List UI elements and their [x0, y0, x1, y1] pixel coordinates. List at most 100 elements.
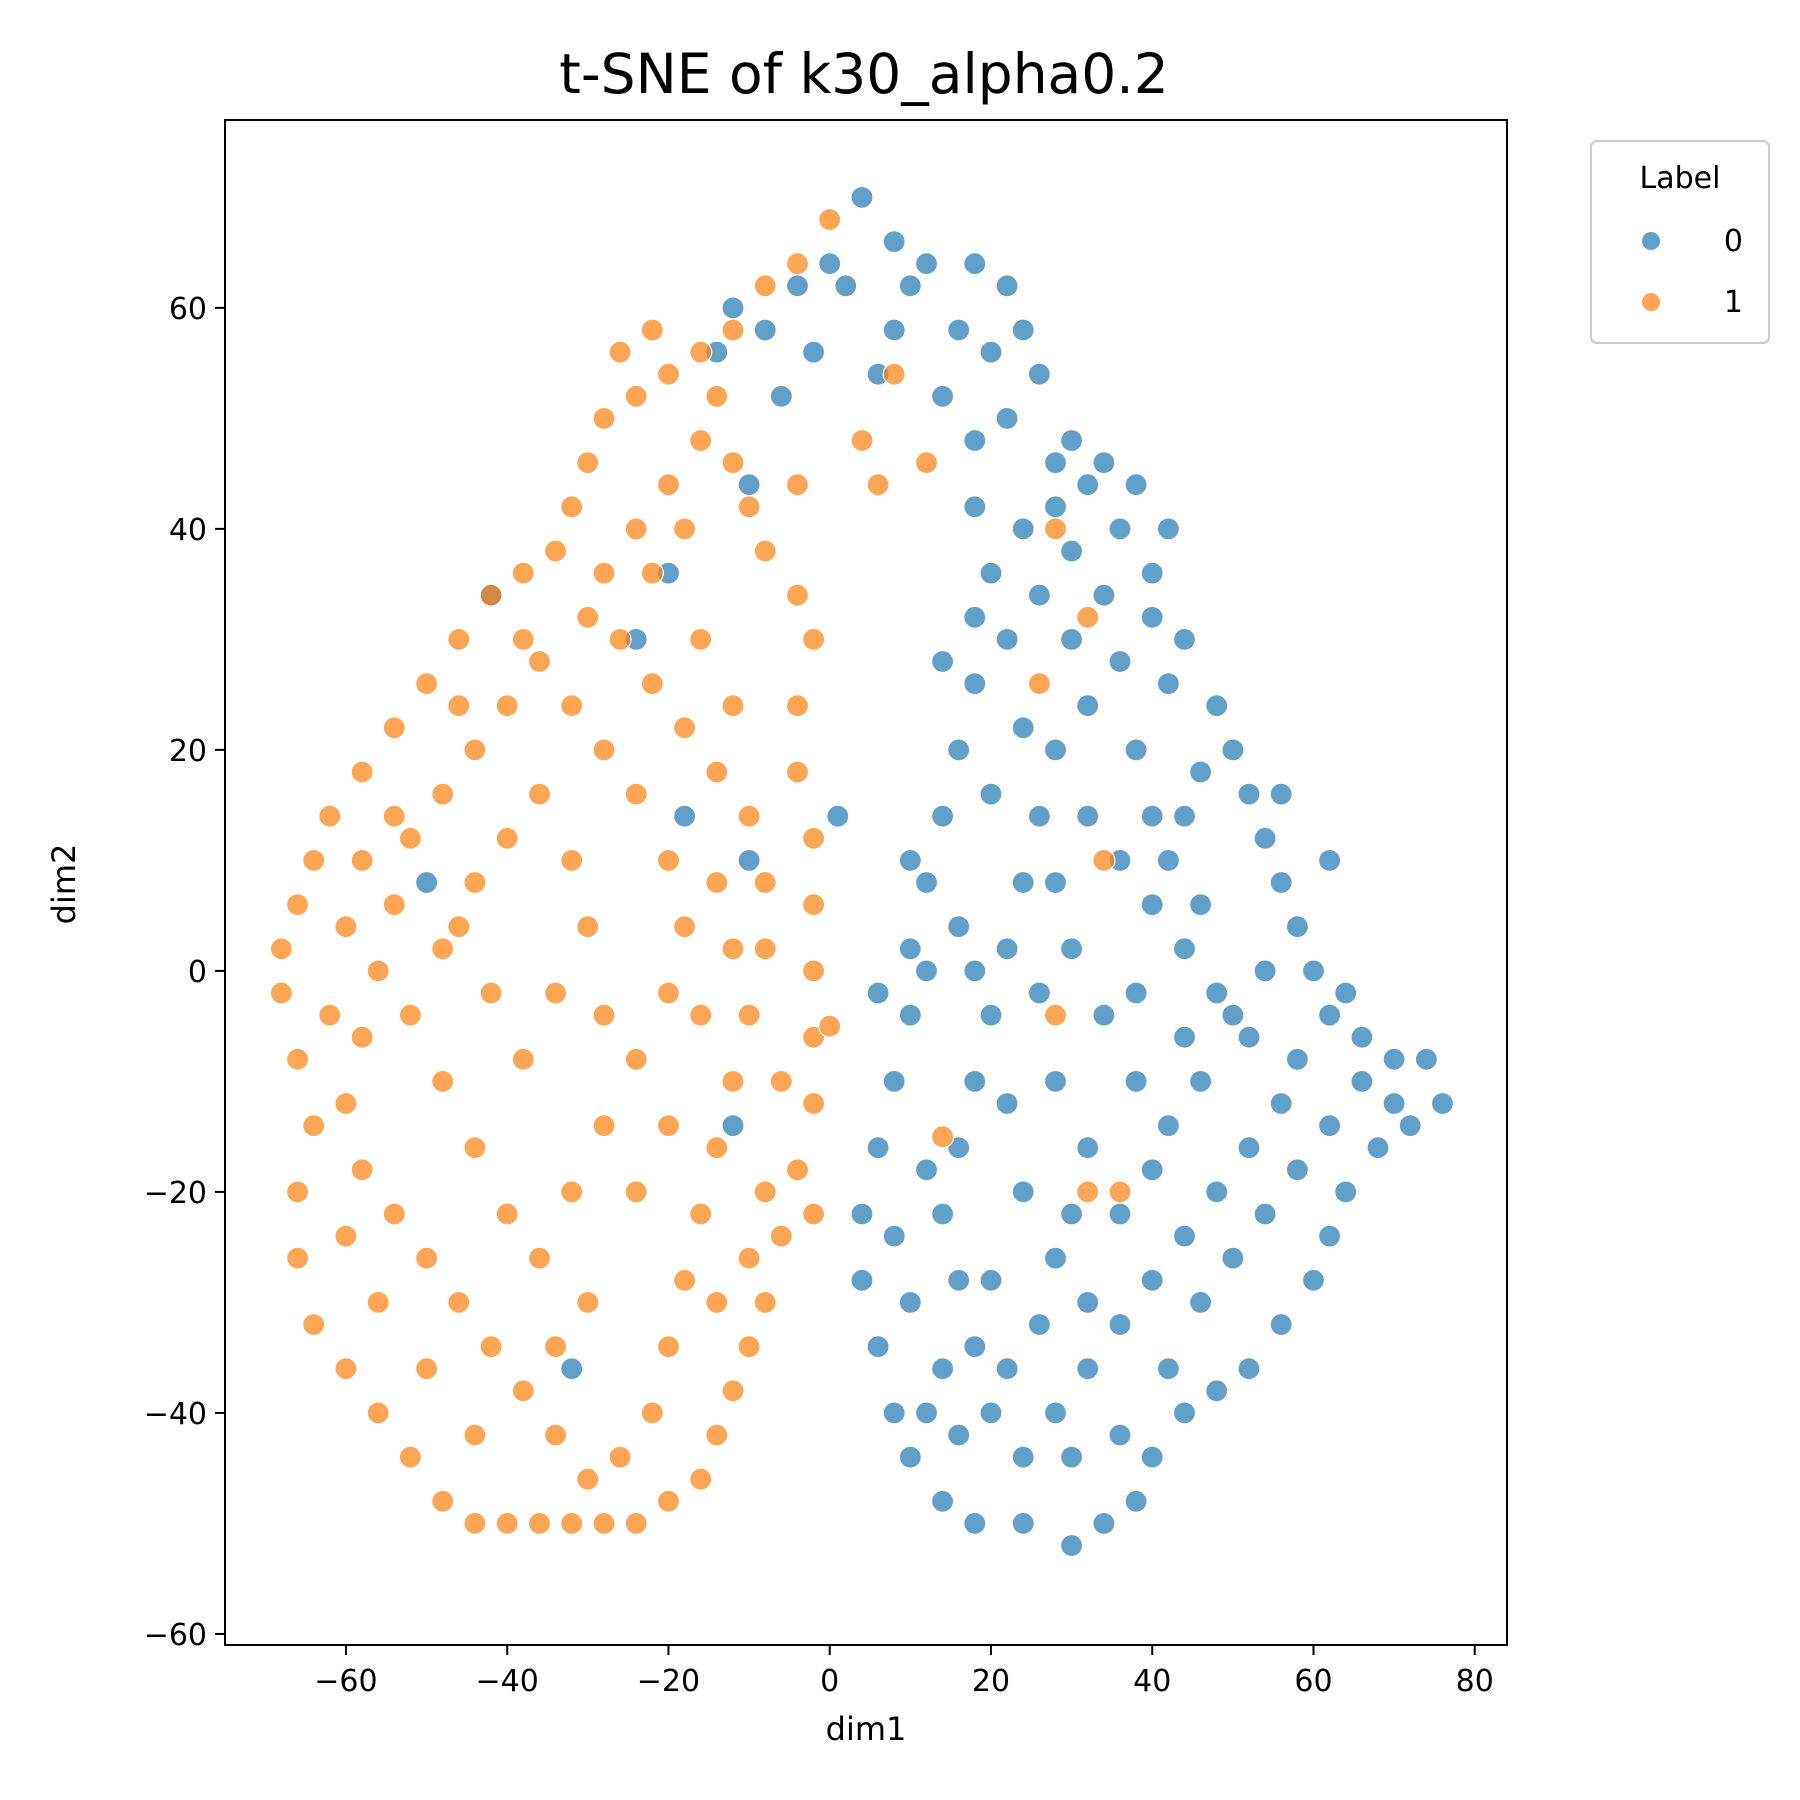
point-label-1-46 [801, 1025, 826, 1049]
point-label-0-98 [1043, 870, 1068, 895]
point-label-0-31 [850, 1268, 874, 1292]
point-label-1-24 [286, 1180, 310, 1204]
point-label-1-64 [705, 760, 729, 784]
point-label-1-142 [640, 561, 664, 585]
point-label-1-101 [560, 1180, 584, 1204]
point-label-1-52 [801, 627, 826, 652]
point-label-1-61 [608, 627, 632, 652]
point-label-1-158 [1043, 1003, 1068, 1027]
point-label-0-29 [866, 1136, 890, 1160]
y-tick-label: 20 [169, 734, 207, 769]
point-label-1-19 [286, 892, 310, 917]
point-label-0-129 [963, 959, 987, 983]
point-label-1-140 [511, 627, 535, 652]
point-label-1-75 [608, 1445, 632, 1469]
point-label-0-106 [1188, 892, 1213, 917]
point-label-1-14 [415, 671, 439, 696]
point-label-1-152 [818, 1014, 842, 1038]
point-label-0-24 [930, 804, 955, 828]
x-axis-label: dim1 [826, 1710, 907, 1748]
point-label-1-73 [656, 1334, 681, 1359]
y-axis-label: dim2 [45, 844, 83, 925]
point-label-0-3 [963, 252, 987, 276]
point-label-0-97 [1076, 804, 1100, 828]
point-label-1-7 [592, 406, 616, 430]
point-label-0-145 [1059, 1202, 1084, 1226]
point-label-1-37 [656, 1489, 681, 1513]
point-label-1-153 [801, 1202, 826, 1226]
point-label-0-26 [898, 937, 922, 961]
point-label-0-123 [1124, 473, 1148, 497]
point-label-0-62 [1188, 760, 1213, 784]
point-label-1-77 [543, 1423, 568, 1447]
points-layer [269, 185, 1455, 1558]
y-tick-label: 40 [169, 513, 207, 548]
point-label-1-154 [1043, 517, 1068, 541]
point-label-0-53 [1382, 1047, 1406, 1071]
point-label-0-167 [737, 473, 761, 497]
point-label-0-11 [834, 274, 858, 298]
point-label-0-8 [963, 428, 987, 453]
point-label-0-71 [1076, 694, 1100, 718]
point-label-0-17 [1140, 561, 1164, 585]
point-label-0-171 [415, 870, 439, 895]
point-label-1-161 [1076, 1180, 1100, 1204]
point-label-1-135 [318, 1003, 342, 1027]
legend-label-0: 0 [1724, 224, 1743, 259]
legend: Label 0 1 [1590, 140, 1770, 344]
chart-title: t-SNE of k30_alpha0.2 [559, 42, 1168, 106]
point-label-1-25 [286, 1246, 310, 1270]
point-label-1-82 [382, 1202, 406, 1226]
point-label-0-117 [1011, 716, 1035, 740]
point-label-1-150 [914, 451, 939, 475]
point-label-1-100 [592, 1113, 616, 1138]
point-label-0-76 [979, 1003, 1003, 1027]
point-label-0-115 [914, 1158, 939, 1182]
point-label-1-9 [560, 495, 584, 519]
legend-label-1: 1 [1724, 285, 1743, 320]
point-label-1-134 [334, 1224, 358, 1248]
point-label-0-116 [979, 782, 1003, 806]
point-label-1-83 [350, 1158, 374, 1182]
point-label-1-6 [624, 384, 648, 408]
point-label-1-92 [527, 649, 552, 674]
point-label-1-8 [576, 451, 600, 475]
point-label-0-79 [930, 1202, 955, 1226]
point-label-0-78 [947, 1136, 971, 1160]
point-label-0-68 [1172, 627, 1197, 652]
point-label-0-178 [1269, 782, 1293, 806]
point-label-0-146 [1027, 1312, 1052, 1337]
point-label-1-32 [495, 1511, 519, 1536]
point-label-0-57 [1285, 915, 1310, 939]
point-label-1-60 [592, 561, 616, 585]
point-label-1-85 [350, 1025, 374, 1049]
point-label-1-76 [576, 1467, 600, 1491]
point-label-0-161 [785, 274, 810, 298]
point-label-0-43 [1205, 1379, 1229, 1403]
point-label-0-46 [1301, 1268, 1326, 1292]
point-label-1-151 [866, 473, 890, 497]
point-label-0-32 [866, 1334, 890, 1359]
point-label-0-149 [914, 1401, 939, 1425]
point-label-0-0 [850, 185, 874, 209]
point-label-0-138 [1317, 1113, 1342, 1138]
point-label-0-119 [1092, 583, 1116, 607]
point-label-0-4 [995, 274, 1019, 298]
point-label-1-103 [495, 1202, 519, 1226]
point-label-0-113 [930, 1357, 955, 1381]
point-label-0-94 [1172, 937, 1197, 961]
point-label-0-90 [1237, 1136, 1261, 1160]
point-label-0-10 [882, 318, 906, 342]
point-label-0-157 [1059, 428, 1084, 453]
point-label-1-144 [705, 384, 729, 408]
point-label-0-7 [995, 406, 1019, 430]
x-tick-label: 20 [972, 1664, 1010, 1699]
point-label-0-108 [1043, 1246, 1068, 1270]
point-label-0-154 [963, 605, 987, 629]
point-label-0-177 [1205, 694, 1229, 718]
point-label-1-54 [753, 539, 777, 563]
point-label-1-10 [543, 539, 568, 563]
point-label-1-155 [1076, 605, 1100, 629]
point-label-0-128 [1027, 981, 1052, 1005]
point-label-0-1 [882, 230, 906, 254]
